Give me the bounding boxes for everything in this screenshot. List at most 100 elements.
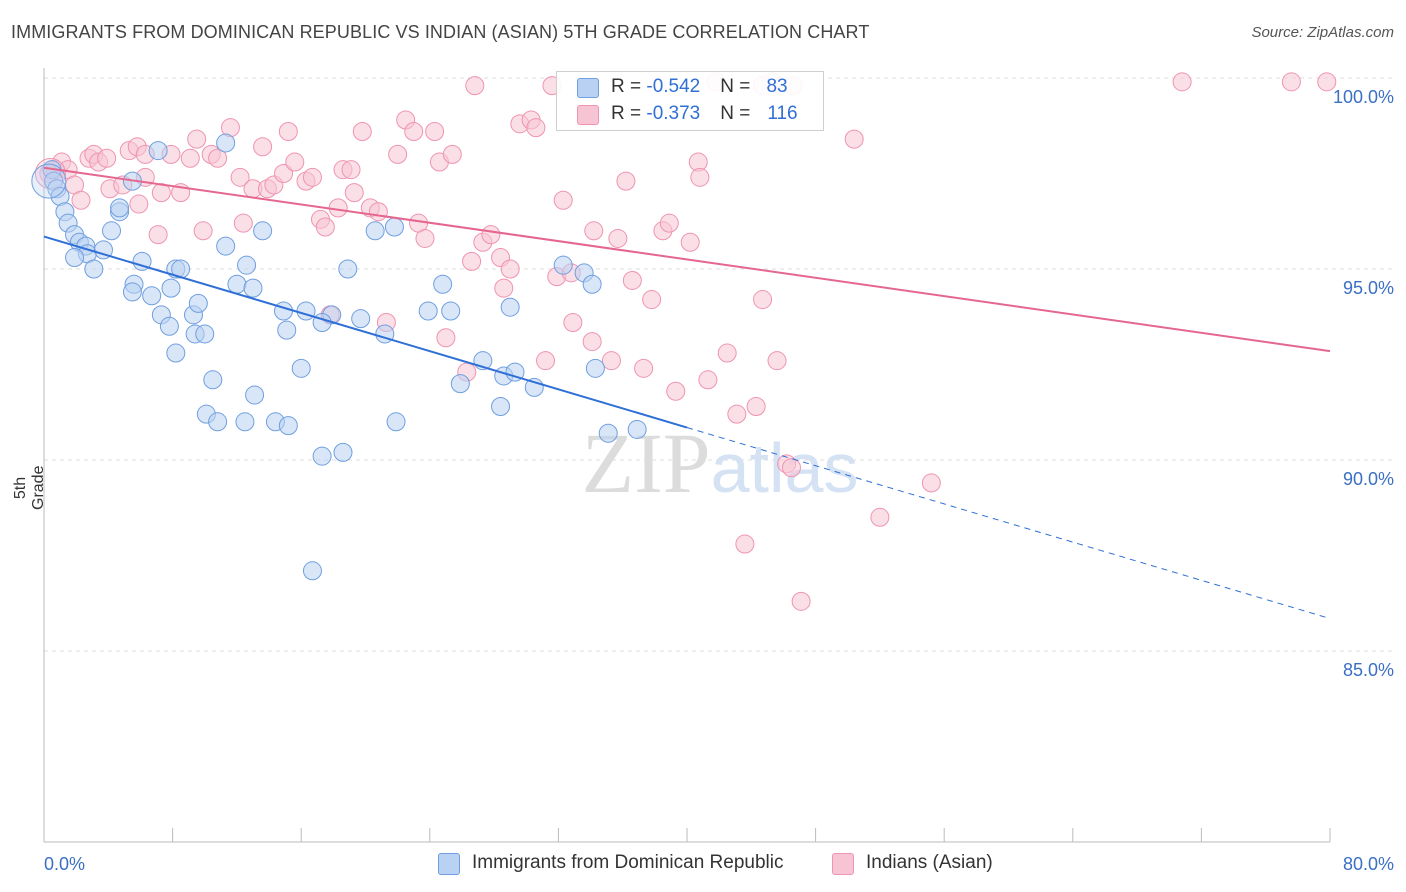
data-point-dominican [122, 282, 142, 302]
data-point-indians [634, 358, 654, 378]
data-point-indians [746, 397, 766, 417]
y-tick-label: 95.0% [1343, 278, 1394, 298]
data-point-indians [415, 228, 435, 248]
legend-r-value: -0.373 [646, 103, 701, 124]
data-point-indians [1281, 72, 1301, 92]
data-point-dominican [500, 297, 520, 317]
data-point-indians [563, 312, 583, 332]
data-point-indians [274, 164, 294, 183]
data-point-indians [481, 225, 501, 245]
data-point-indians [71, 190, 91, 210]
data-point-indians [278, 121, 298, 141]
tick-labels: 85.0% 90.0% 95.0% 100.0% 0.0% 80.0% [44, 87, 1394, 874]
data-point-indians [870, 507, 890, 527]
bottom-legend-label: Immigrants from Dominican Republic [472, 852, 784, 873]
data-point-indians [462, 251, 482, 271]
trend-lines [43, 166, 1331, 620]
trend-line-indians [43, 166, 1331, 353]
data-point-indians [352, 121, 372, 141]
gridlines [44, 77, 1395, 652]
data-point-dominican [450, 374, 470, 394]
data-point-dominican [243, 278, 263, 298]
data-point-dominican [278, 416, 298, 436]
data-point-indians [791, 591, 811, 611]
data-point-dominican [296, 301, 316, 321]
watermark: ZIPatlas [582, 415, 859, 511]
data-point-dominican [188, 293, 208, 313]
data-point-dominican [227, 274, 247, 294]
data-point-dominican [351, 309, 371, 329]
data-point-indians [253, 137, 273, 157]
data-point-indians [500, 259, 520, 279]
data-point-dominican [386, 412, 406, 432]
data-point-indians [781, 458, 801, 478]
data-point-indians [666, 381, 686, 401]
data-point-indians [315, 217, 335, 237]
data-point-indians [180, 148, 200, 168]
data-point-dominican [142, 286, 162, 306]
data-point-indians [622, 270, 642, 290]
data-point-dominican [93, 240, 113, 260]
data-point-dominican [338, 259, 358, 279]
data-point-indians [148, 225, 168, 245]
data-point-indians [616, 171, 636, 191]
legend-text: R = -0.542 N = 83 [611, 76, 788, 97]
data-point-indians [727, 404, 747, 424]
data-point-dominican [216, 236, 236, 256]
data-point-dominican [203, 370, 223, 390]
data-point-dominican [166, 343, 186, 363]
data-point-indians [659, 213, 679, 233]
data-point-dominican [582, 274, 602, 294]
data-point-indians [129, 194, 149, 214]
data-point-dominican [274, 301, 294, 321]
data-point-dominican [84, 259, 104, 279]
data-point-indians [436, 328, 456, 348]
series-dominican-republic [31, 133, 647, 581]
legend-swatch-blue [577, 78, 599, 98]
data-point-dominican [312, 446, 332, 466]
y-tick-label: 85.0% [1343, 660, 1394, 680]
data-point-dominican [161, 278, 181, 298]
series-indians-asian [34, 72, 1337, 611]
data-point-indians [753, 290, 773, 310]
data-point-dominican [208, 412, 228, 432]
data-point-dominican [237, 255, 257, 275]
bottom-legend-swatch-pink [832, 853, 854, 875]
data-point-indians [97, 148, 117, 168]
data-point-indians [582, 332, 602, 352]
data-point-dominican [553, 255, 573, 275]
data-point-indians [193, 221, 213, 241]
legend-n-value: 116 [767, 103, 798, 124]
data-point-indians [921, 473, 941, 493]
legend: R = -0.542 N = 83 R = -0.373 N = 116 [556, 71, 824, 131]
data-point-indians [208, 148, 228, 168]
data-point-dominican [148, 141, 168, 161]
data-point-dominican [505, 362, 525, 382]
source-credit: Source: ZipAtlas.com [1251, 24, 1394, 41]
data-point-dominican [195, 324, 215, 344]
bottom-legend-label: Indians (Asian) [866, 852, 993, 873]
data-point-indians [526, 118, 546, 138]
data-point-dominican [110, 198, 130, 218]
data-point-indians [536, 351, 556, 371]
data-point-indians [717, 343, 737, 363]
legend-swatch-pink [577, 105, 599, 125]
trend-line-dominican [43, 235, 688, 429]
data-point-indians [553, 190, 573, 210]
data-point-dominican [585, 358, 605, 378]
data-point-indians [642, 290, 662, 310]
x-tick-label: 0.0% [44, 854, 85, 874]
data-point-dominican [418, 301, 438, 321]
data-point-dominican [245, 385, 265, 405]
legend-n-value: 83 [766, 76, 788, 97]
data-point-indians [844, 129, 864, 149]
data-point-indians [735, 534, 755, 554]
data-point-dominican [102, 221, 122, 241]
data-point-dominican [491, 397, 511, 417]
legend-text: R = -0.373 N = 116 [611, 103, 798, 124]
data-point-dominican [627, 419, 647, 439]
data-point-indians [442, 144, 462, 164]
data-point-dominican [598, 423, 618, 443]
data-point-indians [285, 152, 305, 172]
